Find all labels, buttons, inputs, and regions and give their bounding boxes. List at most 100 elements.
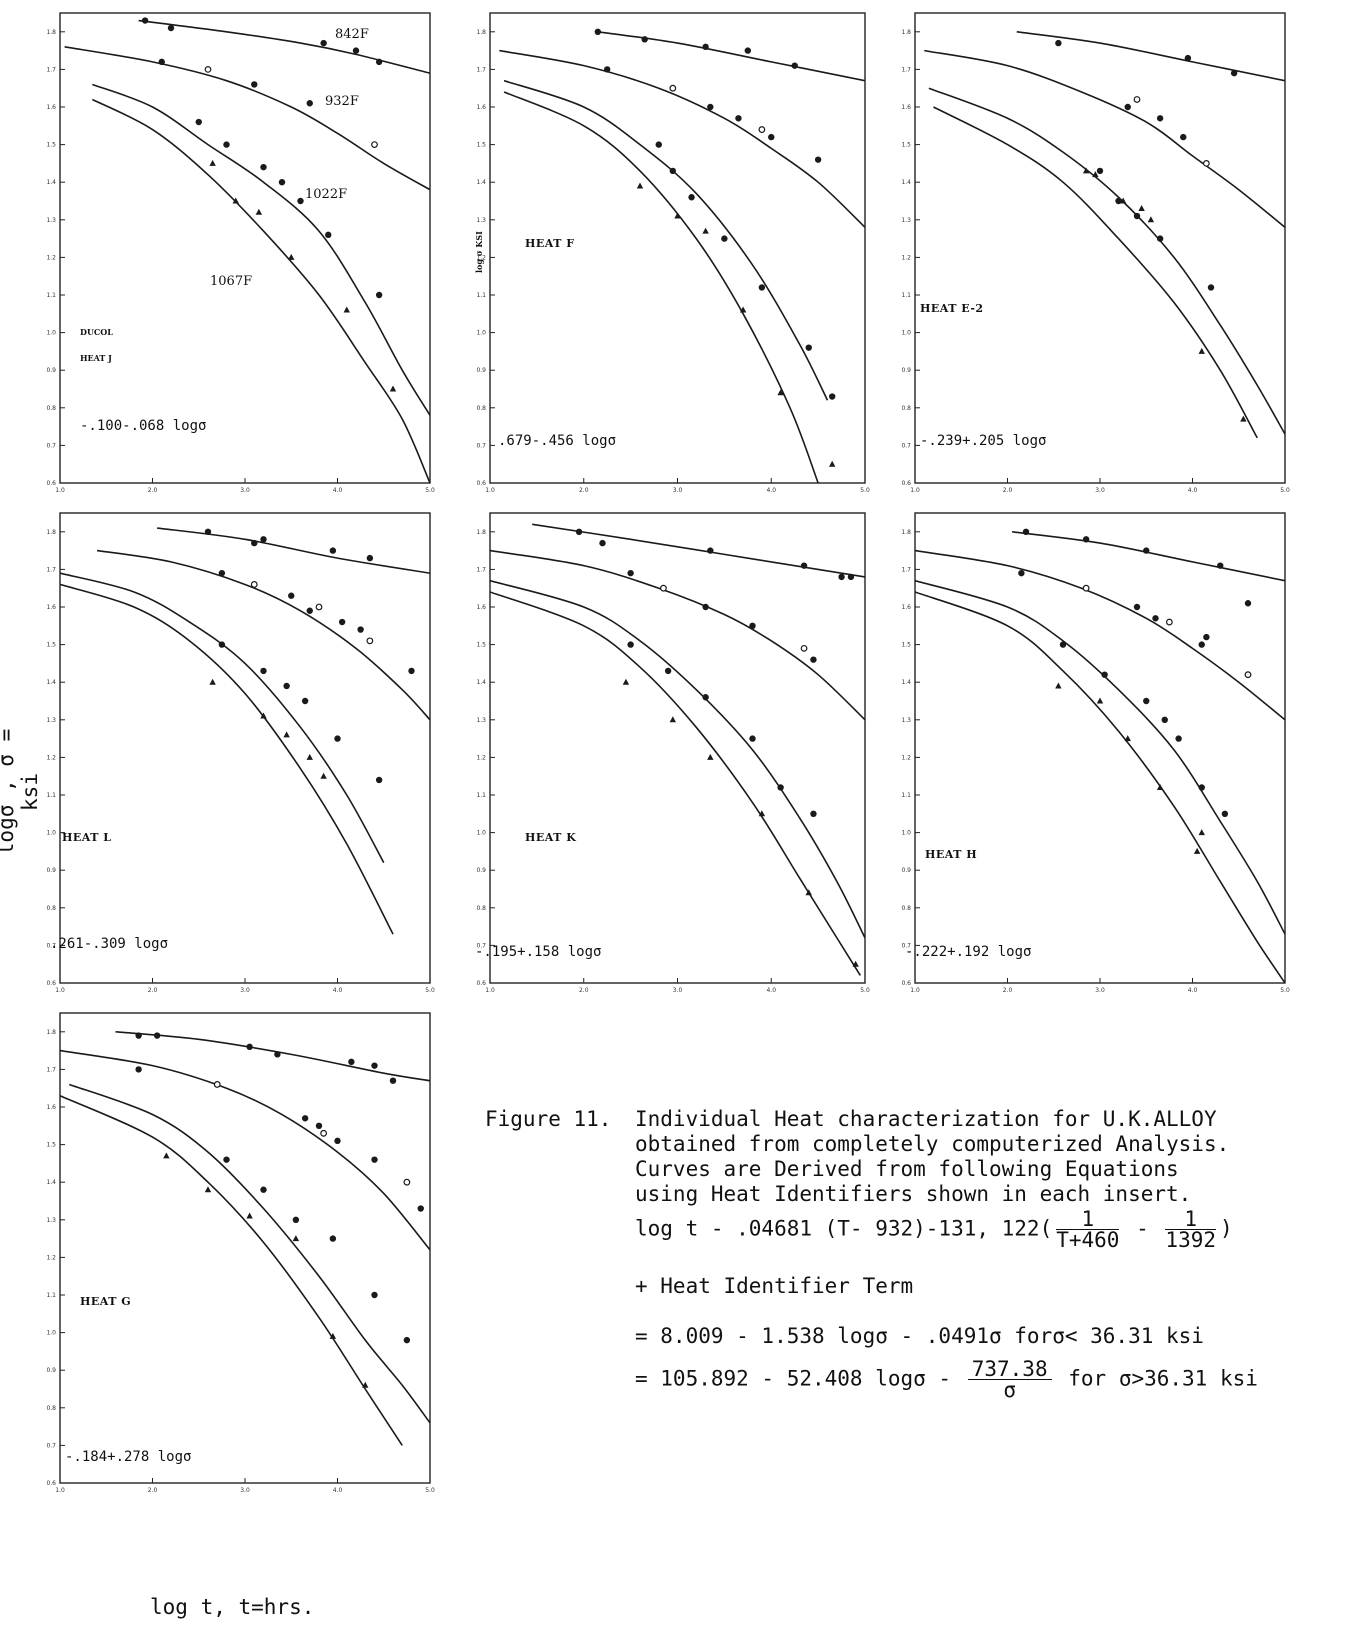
chart-heat-h-ytick-label: 0.9 [901, 867, 911, 874]
chart-heat-f-ytick-label: 1.2 [476, 254, 486, 261]
chart-heat-l-point [288, 592, 295, 599]
chart-heat-h-ytick-label: 1.0 [901, 830, 911, 837]
panel-heat-g: 0.6 0.7 0.8 0.9 1.0 1.1 1.2 1.3 1.4 1.5 1.6 1.7 1.8 1… [46, 1012, 435, 1494]
chart-heat-j-ytick-label: 0.9 [46, 367, 56, 374]
chart-heat-g-plot-area [60, 1031, 430, 1446]
chart-heat-h-ytick-label: 0.8 [901, 905, 911, 912]
chart-heat-k-ytick-label: 1.6 [476, 604, 486, 611]
chart-heat-k-ytick-label: 1.4 [476, 679, 486, 686]
chart-heat-k-ytick-label: 0.9 [476, 867, 486, 874]
chart-heat-f-curve-4 [503, 91, 819, 483]
chart-heat-l-xtick-label: 2.0 [148, 987, 158, 994]
chart-heat-g-point [204, 1186, 212, 1193]
chart-heat-g-point [135, 1066, 142, 1073]
chart-heat-h-point [1193, 847, 1201, 854]
caption-line-4: using Heat Identifiers shown in each ins… [635, 1182, 1192, 1206]
chart-heat-g-point [348, 1058, 355, 1066]
chart-heat-f-ytick-label: 1.7 [476, 66, 486, 73]
equation-high-stress: = 105.892 - 52.408 logσ - 737.38 σ for σ>… [635, 1357, 1258, 1402]
caption-line-1: Individual Heat characterization for U.K… [635, 1107, 1217, 1131]
chart-heat-f-point [603, 66, 611, 73]
chart-heat-g-ytick-label: 1.7 [46, 1066, 56, 1073]
chart-heat-l-point [306, 607, 313, 614]
chart-heat-g-point [371, 1291, 378, 1299]
chart-heat-j-ytick-label: 0.6 [46, 480, 56, 487]
chart-heat-k-point [702, 603, 709, 611]
chart-heat-k-point [599, 539, 606, 547]
chart-heat-k-point [749, 735, 756, 742]
chart-heat-k-point [805, 889, 812, 896]
chart-heat-l-ytick-label: 0.8 [46, 905, 56, 912]
chart-heat-h-xtick-label: 4.0 [1188, 987, 1198, 994]
chart-heat-j-series-label: 1067F [210, 274, 252, 289]
chart-heat-h-xtick-label: 2.0 [1003, 987, 1013, 994]
chart-heat-f-point [735, 115, 742, 122]
chart-heat-e2-ytick-label: 1.5 [901, 142, 911, 149]
chart-heat-e2-point [1119, 197, 1127, 204]
chart-heat-h-point [1198, 829, 1205, 836]
chart-heat-h-ytick-label: 1.1 [901, 792, 911, 799]
chart-heat-l-ytick-label: 1.7 [46, 566, 56, 573]
chart-heat-j-series-label: 1022F [305, 187, 347, 202]
chart-heat-h-point [1101, 671, 1108, 678]
chart-heat-h-point [1096, 697, 1104, 704]
chart-heat-g-heat-label: HEAT G [80, 1295, 131, 1308]
chart-heat-k-ytick-label: 0.7 [476, 942, 486, 949]
chart-heat-j-point [343, 306, 350, 313]
chart-heat-f-ytick-label: 1.6 [476, 104, 486, 111]
chart-heat-j-ytick-label: 1.2 [46, 254, 56, 261]
equation-low-stress: = 8.009 - 1.538 logσ - .0491σ forσ< 36.3… [635, 1324, 1204, 1348]
y-axis-title: logσ , σ = ksi [0, 729, 42, 856]
chart-heat-l-point [218, 641, 226, 648]
chart-heat-g-frame [59, 1012, 431, 1484]
chart-heat-j-point [260, 163, 267, 171]
chart-heat-g-point [389, 1077, 397, 1084]
chart-heat-l-ytick-label: 1.6 [46, 604, 56, 611]
chart-heat-e2-xtick-label: 4.0 [1188, 487, 1198, 494]
chart-heat-l-point [250, 581, 258, 588]
chart-heat-j-point [352, 47, 360, 54]
chart-heat-e2-point [1096, 167, 1104, 175]
chart-heat-l-equation-label: .261-.309 logσ [50, 936, 168, 952]
panel-heat-f: 0.6 0.7 0.8 0.9 1.0 1.1 1.2 1.3 1.4 1.5 1.6 1.7 1.8 1… [474, 12, 870, 494]
chart-heat-h-ytick-label: 1.4 [901, 679, 911, 686]
chart-heat-e2-equation-label: -.239+.205 logσ [920, 433, 1046, 449]
caption-line-3: Curves are Derived from following Equati… [635, 1157, 1179, 1181]
chart-heat-f-point [636, 182, 644, 189]
chart-heat-f-point [791, 62, 798, 69]
chart-heat-l-point [375, 776, 383, 784]
chart-heat-j-xtick-label: 3.0 [240, 487, 250, 494]
chart-heat-f-point [814, 156, 822, 163]
chart-heat-l-point [366, 554, 374, 562]
chart-heat-g-point [403, 1336, 411, 1344]
chart-heat-f-ytick-label: 0.7 [476, 442, 486, 449]
chart-heat-e2-curve-2 [924, 49, 1285, 228]
chart-heat-j-point [223, 141, 230, 148]
chart-heat-l-ytick-label: 1.0 [46, 830, 56, 837]
chart-heat-h-point [1059, 641, 1067, 648]
chart-heat-h-point [1161, 716, 1168, 723]
chart-heat-g-point [371, 1156, 378, 1163]
fraction-2: 1 1392 [1165, 1207, 1216, 1252]
chart-heat-e2-ytick-label: 0.6 [901, 480, 911, 487]
chart-heat-h-ytick-label: 1.3 [901, 717, 911, 724]
chart-heat-h-xtick-label: 3.0 [1095, 987, 1105, 994]
chart-heat-f-point [777, 389, 784, 396]
chart-heat-f-point [707, 103, 714, 111]
chart-heat-h-point [1152, 615, 1159, 622]
chart-heat-k-point [749, 622, 756, 629]
chart-heat-g-point [329, 1235, 337, 1242]
chart-heat-l-ytick-label: 0.9 [46, 867, 56, 874]
chart-heat-k-point [707, 547, 714, 554]
chart-heat-l-point [283, 731, 290, 738]
chart-heat-e2-ytick-label: 1.2 [901, 254, 911, 261]
chart-heat-e2-ytick-label: 0.7 [901, 442, 911, 449]
chart-heat-j-ytick-label: 1.3 [46, 217, 56, 224]
fraction-3: 737.38 σ [967, 1359, 1052, 1401]
chart-heat-j-xtick-label: 4.0 [333, 487, 343, 494]
chart-heat-k-ytick-label: 1.7 [476, 566, 486, 573]
chart-heat-f-point [655, 141, 662, 148]
chart-heat-f-point [669, 167, 677, 175]
chart-heat-j-curve-1 [138, 19, 430, 74]
chart-heat-h-ytick-label: 0.7 [901, 942, 911, 949]
